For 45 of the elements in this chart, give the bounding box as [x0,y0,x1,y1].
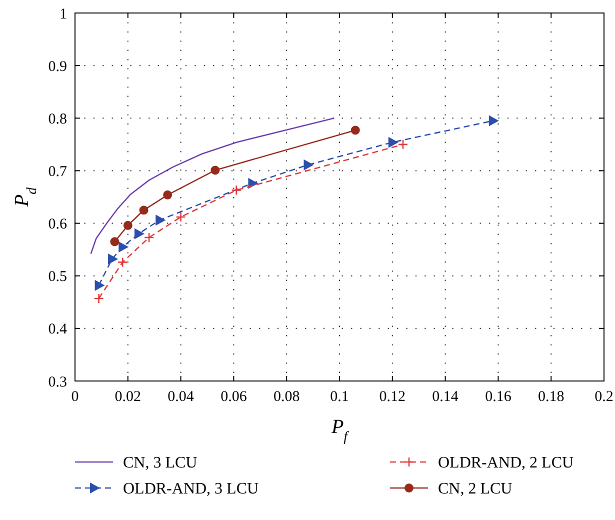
x-tick-label: 0.04 [168,389,194,405]
point [388,136,398,148]
x-tick-label: 0.2 [594,389,614,405]
x-tick-label: 0.1 [330,389,349,405]
point [123,220,132,230]
point [163,190,172,200]
point [398,139,408,150]
point [110,237,120,246]
point [350,126,360,135]
y-tick-label: 0.6 [48,216,68,233]
y-tick-label: 0.3 [48,374,67,390]
y-tick-label: 0.5 [48,269,67,286]
x-tick-label: 0.16 [485,389,512,405]
x-tick-label: 0.12 [379,389,406,405]
legend-label: OLDR-AND, 3 LCU [123,480,259,498]
point [134,228,144,240]
x-tick-label: 0.06 [220,389,248,405]
legend-label: CN, 3 LCU [123,454,198,472]
point [108,254,118,265]
point [94,293,104,304]
point [176,212,186,222]
x-tick-label: 0.08 [273,389,300,405]
point [117,257,128,268]
y-tick-label: 0.8 [48,111,67,128]
x-tick-label: 0.14 [432,389,459,405]
y-tick-label: 0.9 [48,58,67,75]
x-tick-label: 0 [71,389,79,405]
y-tick-label: 0.4 [48,322,68,338]
y-tick-label: 1 [60,6,67,22]
legend-label: OLDR-AND, 2 LCU [438,454,574,472]
line-series [90,117,335,254]
point [304,159,314,170]
point [144,232,154,243]
x-tick-label: 0.02 [114,389,142,405]
point [231,185,242,196]
x-axis-title: P$_{f}$ [330,416,350,444]
legend-label: CN, 2 LCU [438,480,513,498]
point [210,166,220,175]
point [139,206,148,215]
point [488,115,499,126]
y-tick-label: 0.7 [48,164,68,180]
x-tick-label: 0.18 [538,389,564,405]
point [94,280,105,291]
point [118,241,129,252]
point [156,214,166,226]
